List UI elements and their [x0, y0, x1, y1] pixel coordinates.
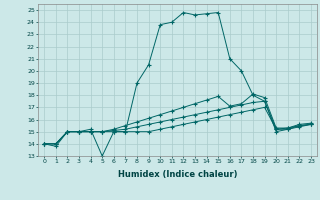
X-axis label: Humidex (Indice chaleur): Humidex (Indice chaleur) — [118, 170, 237, 179]
